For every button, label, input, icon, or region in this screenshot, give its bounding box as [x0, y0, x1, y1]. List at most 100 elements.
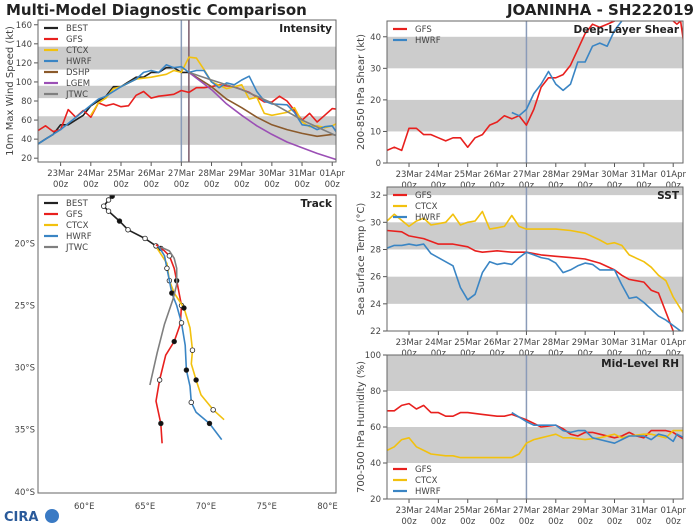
panel-title: SST — [657, 190, 680, 202]
x-tick-label: 26Mar — [484, 338, 511, 348]
track-position-marker — [171, 338, 177, 345]
intensity-panel: 2040608010012014016023Mar00z24Mar00z25Ma… — [5, 19, 345, 190]
legend-label: BEST — [66, 24, 89, 34]
x-tick-hour: 00z — [578, 349, 594, 359]
x-tick-label: 28Mar — [542, 170, 569, 180]
legend-item-best: BEST — [44, 24, 89, 34]
series-line-dshp — [188, 71, 336, 138]
x-tick-label: 01Apr — [660, 338, 686, 348]
x-tick-hour: 00z — [144, 180, 160, 190]
y-tick-label: 100 — [16, 78, 32, 88]
x-tick-hour: 00z — [666, 349, 682, 359]
legend-item-ctcx: CTCX — [393, 476, 438, 486]
track-panel: 60°E 65°E 70°E 75°E 80°E 20°S 25°S 30°S 35°S 40°S… — [15, 194, 338, 512]
cira-logo: CIRA — [4, 509, 59, 525]
x-tick-label: 28Mar — [198, 169, 225, 179]
x-tick-hour: 00z — [174, 180, 190, 190]
plot-frame — [386, 20, 684, 164]
x-tick-label: 25Mar — [454, 338, 481, 348]
x-tick-hour: 00z — [548, 181, 564, 191]
x-tick-hour: 00z — [666, 181, 682, 191]
track-position-marker — [183, 367, 190, 373]
x-tick-label: 25Mar — [454, 170, 481, 180]
x-tick-label: 26Mar — [484, 506, 511, 516]
legend-item-hwrf: HWRF — [393, 36, 441, 46]
y-tick-label: 32 — [370, 191, 381, 201]
series-line-gfs — [387, 21, 683, 152]
track-position-marker — [100, 203, 107, 209]
y-tick-label: 0 — [376, 159, 381, 169]
x-tick-hour: 00z — [489, 517, 505, 525]
series-line-gfs — [38, 84, 336, 133]
plot-frame — [37, 194, 337, 494]
x-tick-label: 60°E — [74, 502, 94, 512]
x-tick-hour: 00z — [460, 349, 476, 359]
track-position-marker — [178, 320, 185, 326]
x-tick-label: 70°E — [196, 502, 216, 512]
x-tick-hour: 00z — [460, 517, 476, 525]
legend-item-gfs: GFS — [44, 210, 83, 220]
y-axis-label: 10m Max Wind Speed (kt) — [5, 26, 16, 156]
intensity-series-group — [38, 56, 336, 161]
x-tick-label: 23Mar — [396, 338, 423, 348]
y-tick-label: 26 — [370, 273, 381, 283]
x-tick-label: 01Apr — [660, 170, 686, 180]
x-tick-hour: 00z — [460, 181, 476, 191]
track-series-group — [100, 195, 225, 444]
x-tick-hour: 00z — [83, 180, 99, 190]
x-tick-label: 25Mar — [454, 506, 481, 516]
y-tick-label: 20 — [21, 154, 32, 164]
legend-label: GFS — [415, 465, 432, 475]
track-position-marker — [116, 218, 123, 224]
x-tick-label: 27Mar — [168, 169, 195, 179]
legend-label: HWRF — [415, 487, 441, 497]
x-tick-label: 65°E — [135, 502, 155, 512]
x-tick-hour: 00z — [548, 517, 564, 525]
x-tick-label: 26Mar — [138, 169, 165, 179]
y-tick-label: 28 — [370, 245, 381, 255]
plot-frame — [386, 186, 684, 332]
x-tick-label: 30Mar — [601, 338, 628, 348]
x-tick-label: 30Mar — [258, 169, 285, 179]
y-tick-label: 40 — [370, 459, 381, 469]
legend-label: CTCX — [415, 476, 438, 486]
x-tick-label: 23Mar — [47, 169, 74, 179]
x-tick-hour: 00z — [431, 349, 447, 359]
y-axis-label: 700-500 hPa Humidity (%) — [356, 361, 367, 493]
y-tick-label: 22 — [370, 327, 381, 337]
track-position-marker — [181, 305, 187, 311]
legend-item-jtwc: JTWC — [44, 90, 88, 100]
series-line-ctcx — [387, 210, 683, 315]
legend-label: JTWC — [65, 243, 88, 253]
legend-item-ctcx: CTCX — [44, 221, 89, 231]
legend-item-best: BEST — [44, 199, 89, 209]
legend-label: GFS — [66, 35, 83, 45]
legend-label: HWRF — [66, 57, 92, 67]
y-tick-label: 60 — [370, 423, 381, 433]
track-position-marker — [125, 227, 131, 233]
series-line-hwrf — [387, 243, 682, 331]
series-line-jtwc — [149, 246, 178, 386]
legend-label: HWRF — [415, 36, 441, 46]
track-position-marker — [210, 407, 216, 413]
x-tick-hour: 00z — [401, 517, 417, 525]
x-tick-label: 24Mar — [425, 338, 452, 348]
shear-panel: 01020304023Mar00z24Mar00z25Mar00z26Mar00… — [356, 20, 686, 191]
x-tick-label: 27Mar — [513, 338, 540, 348]
y-axis-label: 200-850 hPa Shear (kt) — [356, 34, 367, 150]
series-line-best — [102, 195, 162, 250]
legend-item-hwrf: HWRF — [393, 213, 441, 223]
x-tick-label: 27Mar — [513, 506, 540, 516]
cira-logo-text: CIRA — [4, 510, 38, 525]
shaded-band — [387, 276, 683, 304]
x-tick-label: 29Mar — [572, 338, 599, 348]
sst-series-group — [387, 210, 683, 331]
x-tick-label: 31Mar — [630, 506, 657, 516]
x-tick-label: 25Mar — [108, 169, 135, 179]
figure-title: Multi-Model Diagnostic Comparison — [6, 1, 307, 19]
y-tick-label: 40 — [370, 33, 381, 43]
x-tick-label: 29Mar — [228, 169, 255, 179]
x-tick-label: 28Mar — [542, 506, 569, 516]
x-tick-label: 24Mar — [425, 506, 452, 516]
